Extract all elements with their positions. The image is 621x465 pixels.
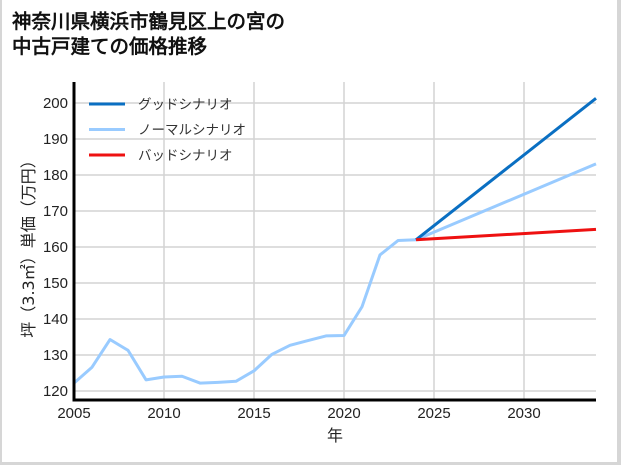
- y-axis-label: 坪（3.3㎡）単価（万円）: [19, 152, 38, 337]
- y-tick-label: 200: [43, 95, 68, 112]
- y-tick-label: 190: [43, 131, 68, 148]
- axes: [72, 82, 596, 402]
- x-tick-label: 2030: [507, 405, 540, 422]
- tick-labels: 120 130 140 150 160 170 180 190 200 2005 2010 2015 2…: [43, 95, 541, 422]
- x-tick-label: 2025: [417, 405, 450, 422]
- x-tick-label: 2020: [327, 405, 360, 422]
- historical-price-line: [73, 238, 417, 385]
- scenario-line-1: [415, 162, 597, 242]
- chart-title-line2: 中古戸建ての価格推移: [12, 35, 208, 58]
- y-tick-label: 170: [43, 203, 68, 220]
- y-tick-label: 180: [43, 167, 68, 184]
- scenario-line-0: [415, 97, 597, 241]
- y-tick-label: 150: [43, 275, 68, 292]
- x-tick-label: 2005: [57, 405, 90, 422]
- y-tick-label: 160: [43, 239, 68, 256]
- y-tick-label: 120: [43, 383, 68, 400]
- chart-title: 神奈川県横浜市鶴見区上の宮の 中古戸建ての価格推移: [12, 9, 285, 59]
- data-lines: [73, 97, 597, 385]
- scenario-line-2: [415, 227, 597, 242]
- chart-title-line1: 神奈川県横浜市鶴見区上の宮の: [12, 10, 286, 33]
- y-tick-label: 140: [43, 311, 68, 328]
- legend-label-1: ノーマルシナリオ: [138, 123, 246, 139]
- legend-label-2: バッドシナリオ: [138, 148, 233, 164]
- y-tick-label: 130: [43, 347, 68, 364]
- legend-label-0: グッドシナリオ: [138, 97, 233, 113]
- x-axis-label: 年: [327, 426, 343, 445]
- x-tick-label: 2015: [237, 405, 270, 422]
- x-tick-label: 2010: [147, 405, 180, 422]
